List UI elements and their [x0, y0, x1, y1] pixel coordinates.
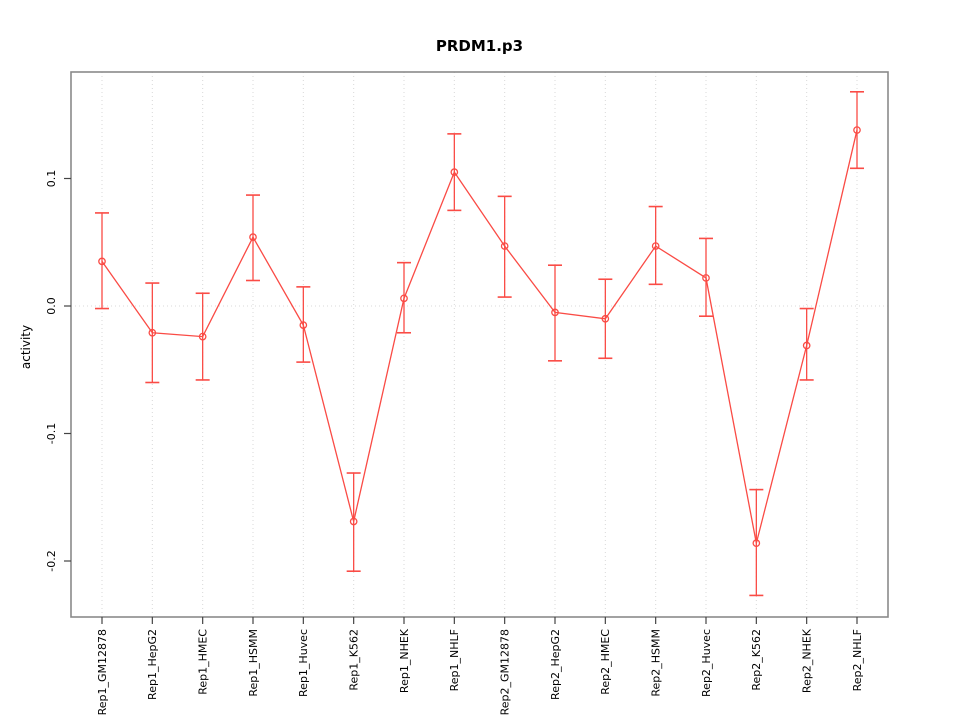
x-tick-label: Rep1_HSMM [247, 629, 260, 697]
data-point-marker [299, 321, 308, 329]
plot-frame [70, 71, 889, 618]
chart-title: PRDM1.p3 [435, 37, 524, 55]
x-tick-label: Rep2_K562 [750, 629, 763, 691]
x-tick-label: Rep2_NHEK [801, 628, 814, 693]
data-point-marker [148, 328, 157, 337]
x-tick-label: Rep1_NHEK [398, 628, 411, 693]
x-tick-label: Rep2_NHLF [851, 629, 864, 691]
x-tick-label: Rep1_NHLF [448, 629, 461, 691]
x-tick-label: Rep1_K562 [348, 629, 361, 691]
y-tick-label: -0.1 [45, 423, 58, 444]
x-tick-label: Rep2_HSMM [650, 629, 663, 697]
series-line [101, 129, 858, 544]
x-tick-label: Rep1_HMEC [197, 629, 210, 695]
data-point-marker [752, 539, 761, 548]
data-point-marker [702, 274, 710, 282]
data-point-marker [500, 242, 509, 250]
data-point-marker [198, 332, 207, 341]
x-tick-label: Rep1_GM12878 [96, 629, 109, 715]
data-point-marker [853, 126, 861, 134]
data-point-marker [249, 233, 257, 241]
x-tick-label: Rep2_HMEC [599, 629, 612, 695]
x-tick-label: Rep1_HepG2 [146, 629, 159, 700]
data-point-marker [400, 294, 408, 303]
data-point-marker [349, 517, 358, 526]
data-point-marker [601, 314, 610, 323]
y-tick-label: -0.2 [45, 550, 58, 571]
x-tick-label: Rep2_HepG2 [549, 629, 562, 700]
data-point-marker [651, 242, 660, 250]
x-tick-label: Rep2_GM12878 [499, 629, 512, 715]
data-point-marker [802, 341, 811, 350]
data-point-marker [551, 308, 559, 317]
y-tick-label: 0.0 [45, 297, 58, 315]
x-tick-label: Rep1_Huvec [297, 629, 310, 697]
data-point-marker [98, 257, 106, 266]
data-point-marker [450, 168, 459, 176]
y-tick-label: 0.1 [45, 170, 58, 188]
x-tick-label: Rep2_Huvec [700, 629, 713, 697]
